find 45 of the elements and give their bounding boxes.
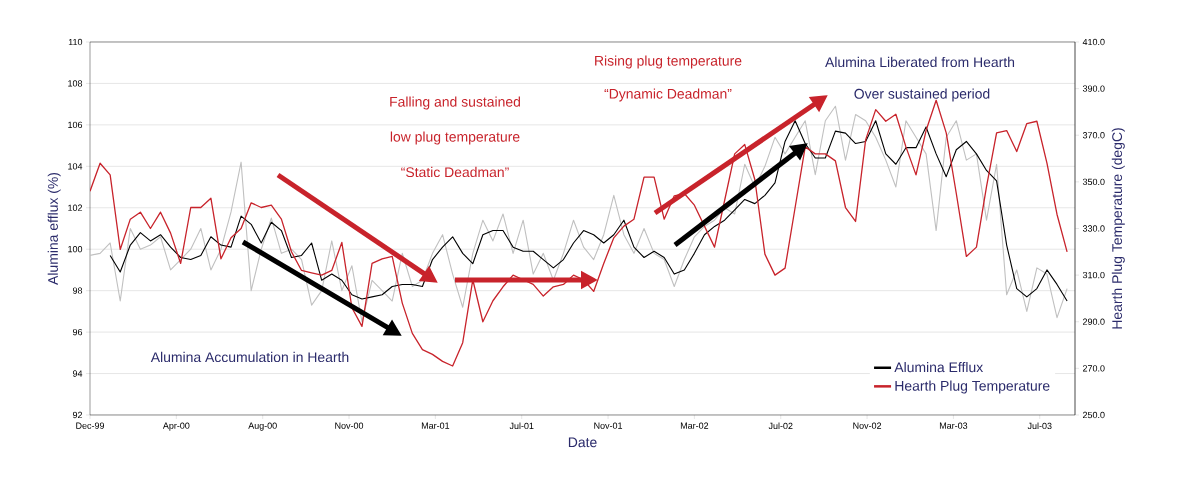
- y-tick-label: 110: [68, 38, 83, 46]
- x-tick-label: Mar-01: [421, 422, 450, 429]
- annotation: “Dynamic Deadman”: [604, 88, 732, 102]
- x-axis-title: Date: [568, 437, 597, 448]
- x-tick-label: Nov-02: [853, 422, 882, 429]
- y-tick-label: 100: [68, 246, 83, 253]
- annotation: Falling and sustained: [390, 96, 520, 110]
- y-tick-label: 108: [68, 80, 83, 87]
- y-tick-label: 94: [72, 370, 83, 377]
- x-tick-label: Mar-03: [939, 422, 968, 429]
- y-tick-label: 104: [68, 163, 83, 170]
- annotation: low plug temperature: [390, 131, 520, 145]
- x-tick-label: Jul-03: [1027, 422, 1052, 430]
- annotation: Over sustained period: [854, 88, 990, 102]
- y2-axis-title: Hearth Plug Temperature (degC): [1111, 128, 1125, 329]
- y2-tick-label: 330.0: [1082, 225, 1105, 232]
- y2-tick-label: 270.0: [1082, 365, 1105, 372]
- y2-tick-label: 350.0: [1082, 178, 1105, 186]
- legend-label: Alumina Efflux: [894, 361, 984, 373]
- annotation: “Static Deadman”: [401, 166, 509, 178]
- y-tick-label: 98: [72, 287, 83, 294]
- annotation: Alumina Accumulation in Hearth: [150, 351, 349, 363]
- x-tick-label: Aug-00: [248, 422, 277, 431]
- x-tick-label: Jul-01: [509, 422, 534, 430]
- y-tick-label: 106: [68, 121, 83, 129]
- x-tick-label: Jul-02: [768, 422, 793, 430]
- x-tick-label: Nov-00: [335, 422, 364, 429]
- y2-tick-label: 410.0: [1082, 38, 1105, 46]
- annotation: Rising plug temperature: [595, 55, 742, 69]
- legend-label: Hearth Plug Temperature: [895, 380, 1050, 394]
- x-tick-label: Dec-99: [76, 422, 105, 429]
- y2-tick-label: 370.0: [1082, 132, 1105, 139]
- y2-tick-label: 390.0: [1082, 85, 1105, 92]
- y-axis-title: Alumina efflux (%): [47, 172, 61, 285]
- y2-tick-label: 310.0: [1082, 271, 1105, 279]
- x-tick-label: Apr-00: [162, 422, 190, 431]
- y2-tick-label: 250.0: [1082, 411, 1105, 419]
- y-tick-label: 102: [68, 204, 83, 211]
- y-tick-label: 96: [72, 328, 83, 336]
- y-tick-label: 92: [72, 411, 83, 419]
- y2-tick-label: 290.0: [1082, 318, 1105, 325]
- line-series: [109, 120, 1068, 302]
- x-tick-label: Nov-01: [594, 422, 623, 429]
- x-tick-label: Mar-02: [680, 422, 709, 429]
- annotation: Alumina Liberated from Hearth: [825, 56, 1015, 68]
